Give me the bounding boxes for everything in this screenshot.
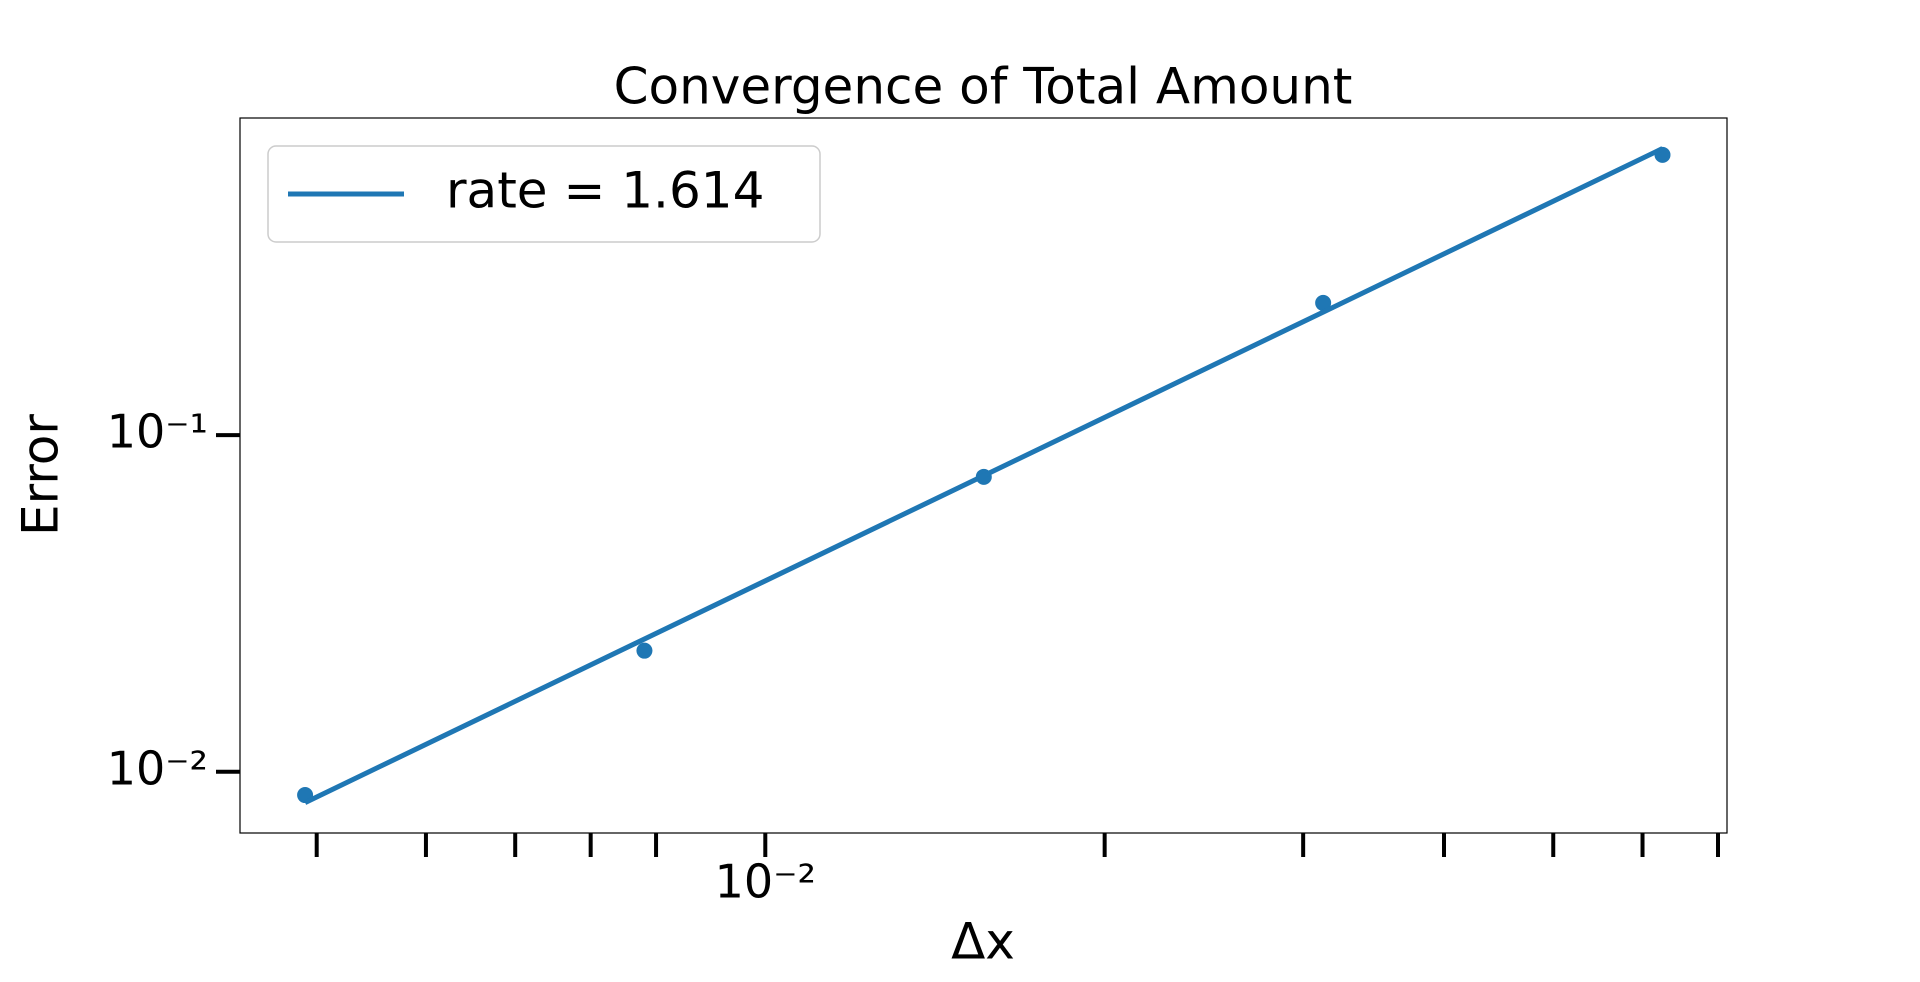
y-tick-label: 10⁻²	[107, 741, 208, 795]
plot-frame	[239, 117, 1728, 834]
data-point	[1315, 294, 1332, 311]
y-tick-label: 10⁻¹	[107, 405, 208, 459]
y-axis-label: Error	[12, 414, 70, 536]
legend-label: rate = 1.614	[446, 162, 764, 220]
data-point	[636, 642, 653, 659]
chart-title: Convergence of Total Amount	[614, 58, 1353, 116]
fit-line	[303, 146, 1664, 805]
legend-box	[267, 145, 821, 243]
x-axis-label: Δx	[951, 913, 1015, 971]
x-tick-label: 10⁻²	[715, 855, 816, 909]
